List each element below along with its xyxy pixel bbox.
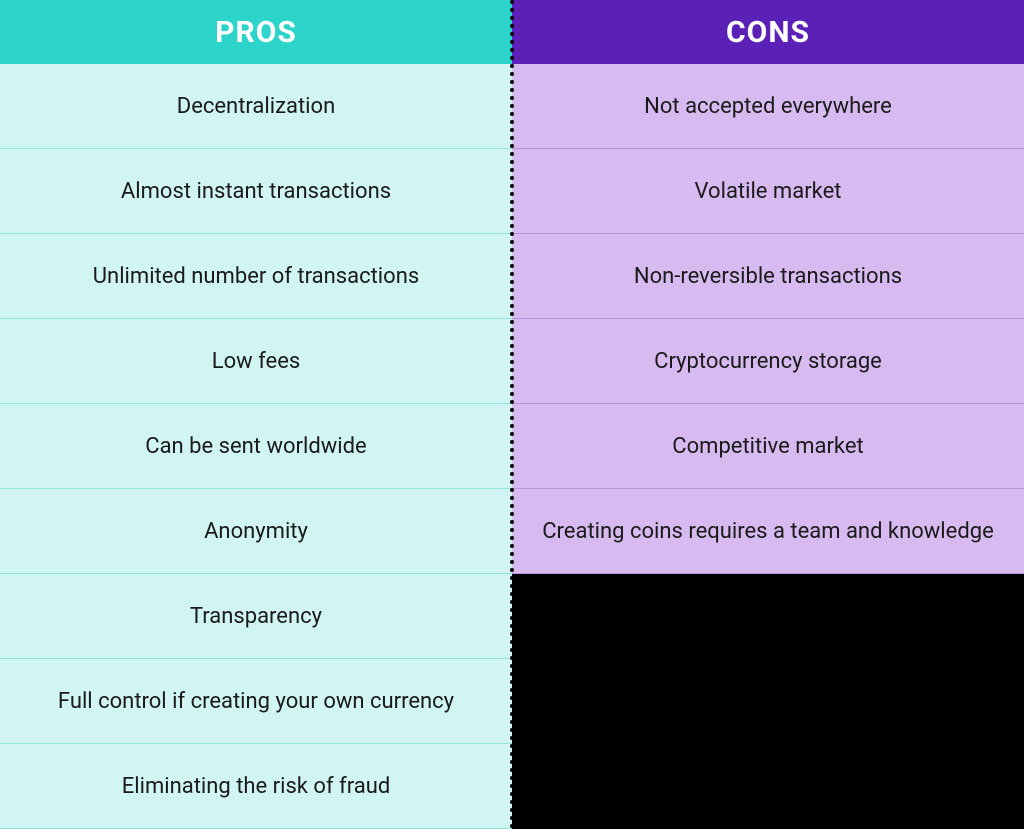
pros-item: Anonymity: [0, 489, 512, 574]
pros-item: Low fees: [0, 319, 512, 404]
cons-item: Not accepted everywhere: [512, 64, 1024, 149]
pros-header: PROS: [0, 0, 512, 64]
pros-column: PROS Decentralization Almost instant tra…: [0, 0, 512, 829]
pros-item: Eliminating the risk of fraud: [0, 744, 512, 829]
pros-item: Almost instant transactions: [0, 149, 512, 234]
center-divider: [510, 0, 514, 829]
cons-item: Cryptocurrency storage: [512, 319, 1024, 404]
pros-item: Decentralization: [0, 64, 512, 149]
pros-item: Unlimited number of transactions: [0, 234, 512, 319]
cons-header: CONS: [512, 0, 1024, 64]
pros-item: Full control if creating your own curren…: [0, 659, 512, 744]
cons-empty-region: [512, 574, 1024, 829]
pros-item: Can be sent worldwide: [0, 404, 512, 489]
cons-item: Volatile market: [512, 149, 1024, 234]
cons-column: CONS Not accepted everywhere Volatile ma…: [512, 0, 1024, 829]
cons-item: Competitive market: [512, 404, 1024, 489]
pros-item: Transparency: [0, 574, 512, 659]
cons-item: Creating coins requires a team and knowl…: [512, 489, 1024, 574]
pros-cons-table: PROS Decentralization Almost instant tra…: [0, 0, 1024, 829]
cons-item: Non-reversible transactions: [512, 234, 1024, 319]
